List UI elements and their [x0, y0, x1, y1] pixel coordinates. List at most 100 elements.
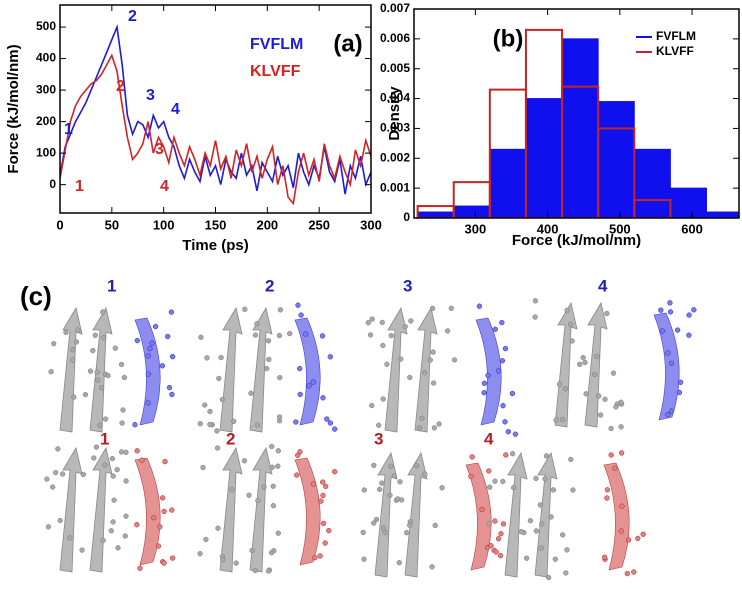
structure-label: 2	[226, 429, 235, 448]
atom	[121, 408, 126, 413]
atom	[311, 380, 316, 385]
atom	[625, 571, 630, 576]
atom	[609, 426, 614, 431]
atom	[371, 463, 376, 468]
atom	[231, 419, 236, 424]
structure	[198, 303, 337, 433]
atom	[111, 474, 116, 479]
atom	[665, 412, 670, 417]
atom	[496, 536, 501, 541]
x-tick-label: 100	[153, 217, 175, 232]
atom	[361, 530, 366, 535]
atom	[115, 467, 120, 472]
atom	[269, 444, 274, 449]
atom	[94, 445, 99, 450]
atom	[253, 333, 258, 338]
y-tick-label: 0.006	[380, 31, 410, 45]
bar	[707, 212, 742, 218]
atom	[519, 529, 524, 534]
plot-frame	[60, 5, 371, 213]
atom	[220, 557, 225, 562]
atom	[266, 338, 271, 343]
atom	[91, 456, 96, 461]
atom	[381, 343, 386, 348]
atom	[658, 308, 663, 313]
atom	[486, 469, 491, 474]
annotation: 4	[171, 101, 180, 118]
atom	[297, 366, 302, 371]
annotation: 4	[160, 178, 169, 195]
atom	[140, 458, 145, 463]
atom	[55, 447, 60, 452]
atom	[255, 423, 260, 428]
strand	[250, 448, 272, 572]
atom	[271, 503, 276, 508]
atom	[534, 529, 539, 534]
atom	[380, 320, 385, 325]
structure-label: 3	[374, 429, 383, 448]
y-tick-label: 500	[36, 19, 56, 33]
atom	[691, 307, 696, 312]
atom	[611, 371, 616, 376]
atom	[318, 554, 323, 559]
legend-label: FVFLM	[250, 36, 303, 53]
atom	[298, 392, 303, 397]
atom	[216, 526, 221, 531]
atom	[150, 341, 155, 346]
atom	[533, 315, 538, 320]
y-tick-label: 0.002	[380, 150, 410, 164]
atom	[383, 530, 388, 535]
atom	[250, 548, 255, 553]
atom	[277, 333, 282, 338]
atom	[539, 521, 544, 526]
atom	[534, 476, 539, 481]
atom	[151, 515, 156, 520]
atom	[668, 310, 673, 315]
atom	[414, 463, 419, 468]
atom	[81, 472, 86, 477]
atom	[119, 450, 124, 455]
atom	[215, 429, 220, 434]
atom	[675, 328, 680, 333]
atom	[328, 421, 333, 426]
x-tick-label: 200	[256, 217, 278, 232]
atom	[660, 329, 665, 334]
atom	[80, 548, 85, 553]
atom	[613, 466, 618, 471]
atom	[332, 469, 337, 474]
atom	[605, 487, 610, 492]
atom	[635, 536, 640, 541]
atom	[96, 378, 101, 383]
data-line	[60, 27, 371, 194]
atom	[170, 556, 175, 561]
atom	[510, 391, 515, 396]
atom	[275, 464, 280, 469]
atom	[493, 327, 498, 332]
atom	[71, 347, 76, 352]
atom	[493, 479, 498, 484]
atom	[303, 332, 308, 337]
atom	[513, 432, 518, 437]
strand	[90, 308, 112, 432]
atom	[403, 324, 408, 329]
atom	[437, 422, 442, 427]
atom	[320, 480, 325, 485]
strand	[505, 453, 527, 577]
x-tick-label: 50	[105, 217, 119, 232]
strand	[90, 448, 112, 572]
atom	[163, 459, 168, 464]
atom	[99, 385, 104, 390]
y-tick-label: 0	[49, 177, 56, 191]
atom	[619, 529, 624, 534]
bar	[598, 102, 634, 218]
bar	[454, 206, 490, 218]
atom	[266, 569, 271, 574]
atom	[605, 311, 610, 316]
atom	[146, 372, 151, 377]
atom	[392, 474, 397, 479]
atom	[487, 485, 492, 490]
structure	[49, 308, 175, 432]
atom	[165, 334, 170, 339]
atom	[563, 571, 568, 576]
